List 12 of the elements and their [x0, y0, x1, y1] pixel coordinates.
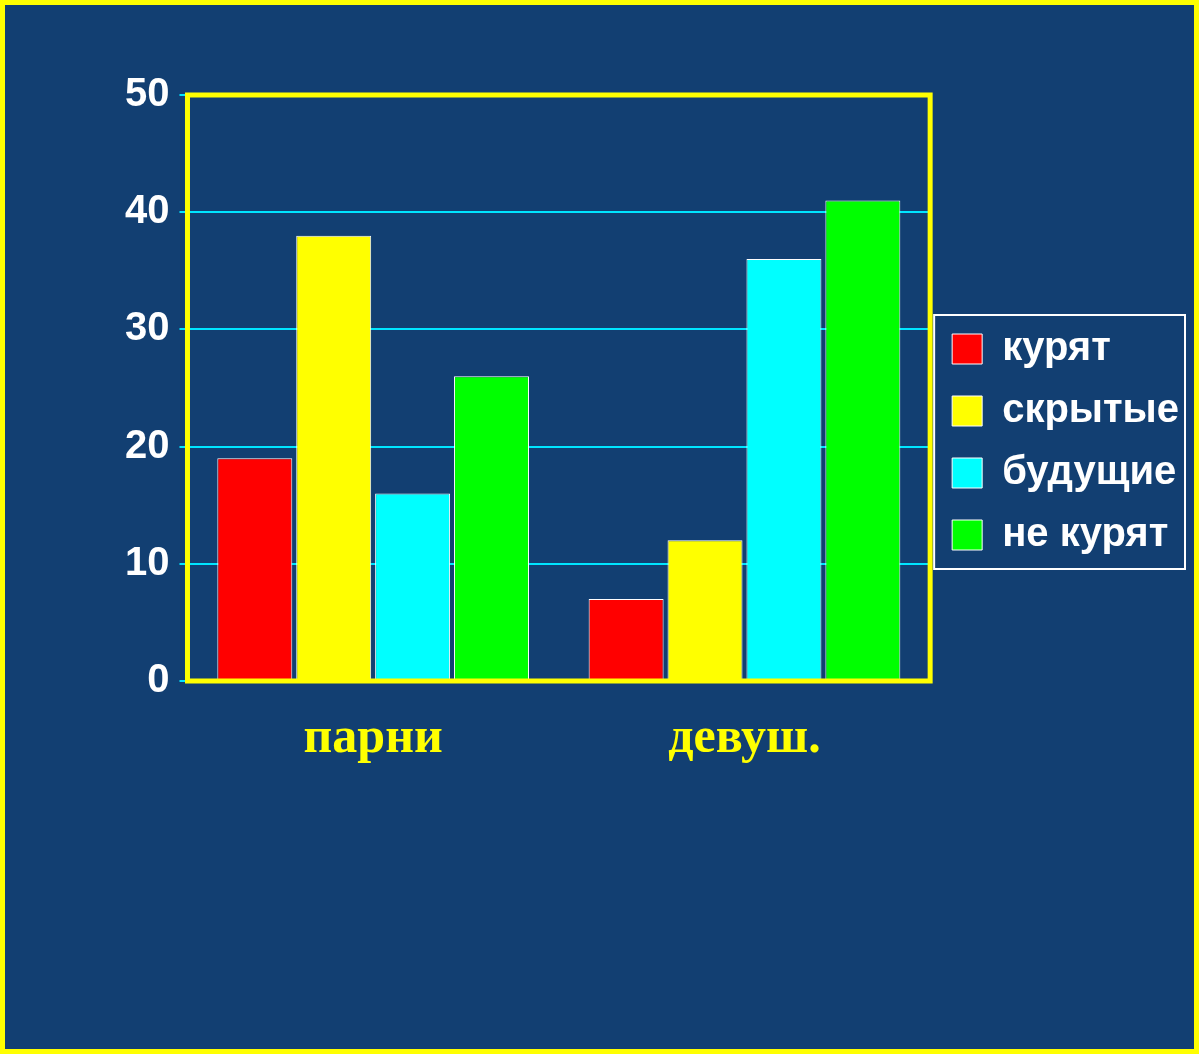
y-tick-label: 0: [147, 656, 170, 701]
x-tick-label: парни: [303, 706, 443, 763]
y-tick-label: 30: [124, 304, 170, 349]
legend-label: курят: [1002, 324, 1111, 369]
legend-label: не курят: [1002, 510, 1169, 555]
y-tick-label: 40: [124, 187, 170, 232]
y-tick-label: 10: [124, 538, 170, 583]
legend-label: будущие: [1002, 448, 1177, 493]
y-tick-label: 50: [124, 70, 170, 115]
x-tick-label: девуш.: [668, 706, 821, 763]
legend-label: скрытые: [1002, 386, 1179, 431]
y-tick-label: 20: [124, 421, 170, 466]
